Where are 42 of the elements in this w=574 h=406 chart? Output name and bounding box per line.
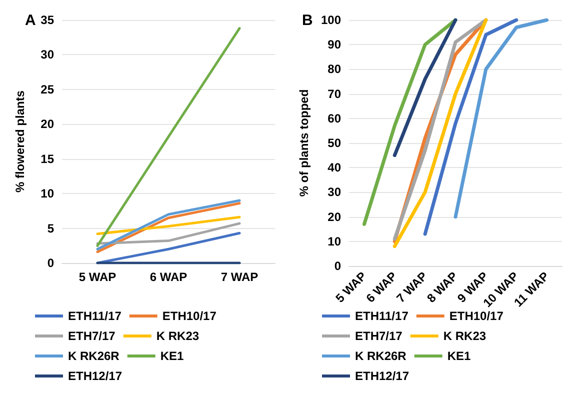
y-tick-label: 70	[328, 86, 342, 101]
legend-label: K RK23	[156, 329, 200, 343]
legend-label: ETH10/17	[162, 309, 217, 323]
legend-label: ETH11/17	[355, 309, 409, 323]
y-tick-label: 10	[328, 234, 342, 248]
legend-label: ETH12/17	[68, 369, 122, 383]
y-axis-title: % flowered plants	[13, 90, 27, 193]
y-tick-label: 15	[40, 152, 54, 166]
y-tick-label: 0	[47, 256, 54, 270]
legend-label: K RK26R	[68, 349, 120, 363]
x-tick-label: 6 WAP	[150, 270, 188, 284]
x-tick-label: 5 WAP	[78, 270, 116, 284]
legend-label: ETH7/17	[355, 329, 403, 343]
y-tick-label: 20	[328, 210, 342, 224]
y-tick-label: 40	[328, 160, 342, 175]
chart-title: B	[302, 12, 313, 29]
legend-label: ETH7/17	[68, 329, 116, 343]
y-tick-label: 10	[40, 186, 54, 201]
legend-label: K RK23	[443, 329, 486, 343]
legend-label: ETH12/17	[355, 369, 410, 383]
x-tick-label: 7 WAP	[220, 270, 258, 284]
y-tick-label: 60	[328, 111, 342, 126]
y-tick-label: 0	[334, 259, 342, 273]
legend-label: ETH11/17	[68, 309, 122, 323]
legend-label: KE1	[447, 349, 472, 363]
line-series	[423, 18, 518, 236]
y-tick-label: 100	[320, 13, 342, 27]
chart-title: A	[25, 12, 36, 29]
y-tick-label: 20	[40, 117, 54, 132]
line-series	[454, 18, 549, 219]
y-tick-label: 90	[328, 38, 342, 52]
legend-label: K RK26R	[355, 349, 407, 363]
legend-label: KE1	[160, 349, 184, 363]
y-tick-label: 5	[47, 221, 54, 236]
y-tick-label: 80	[328, 62, 342, 76]
y-tick-label: 50	[328, 136, 342, 150]
legend-label: ETH10/17	[449, 309, 504, 323]
y-tick-label: 35	[40, 13, 54, 27]
y-tick-label: 30	[40, 48, 54, 62]
y-axis-title: % of plants topped	[297, 89, 312, 197]
y-tick-label: 30	[328, 185, 342, 200]
y-tick-label: 25	[40, 82, 54, 96]
